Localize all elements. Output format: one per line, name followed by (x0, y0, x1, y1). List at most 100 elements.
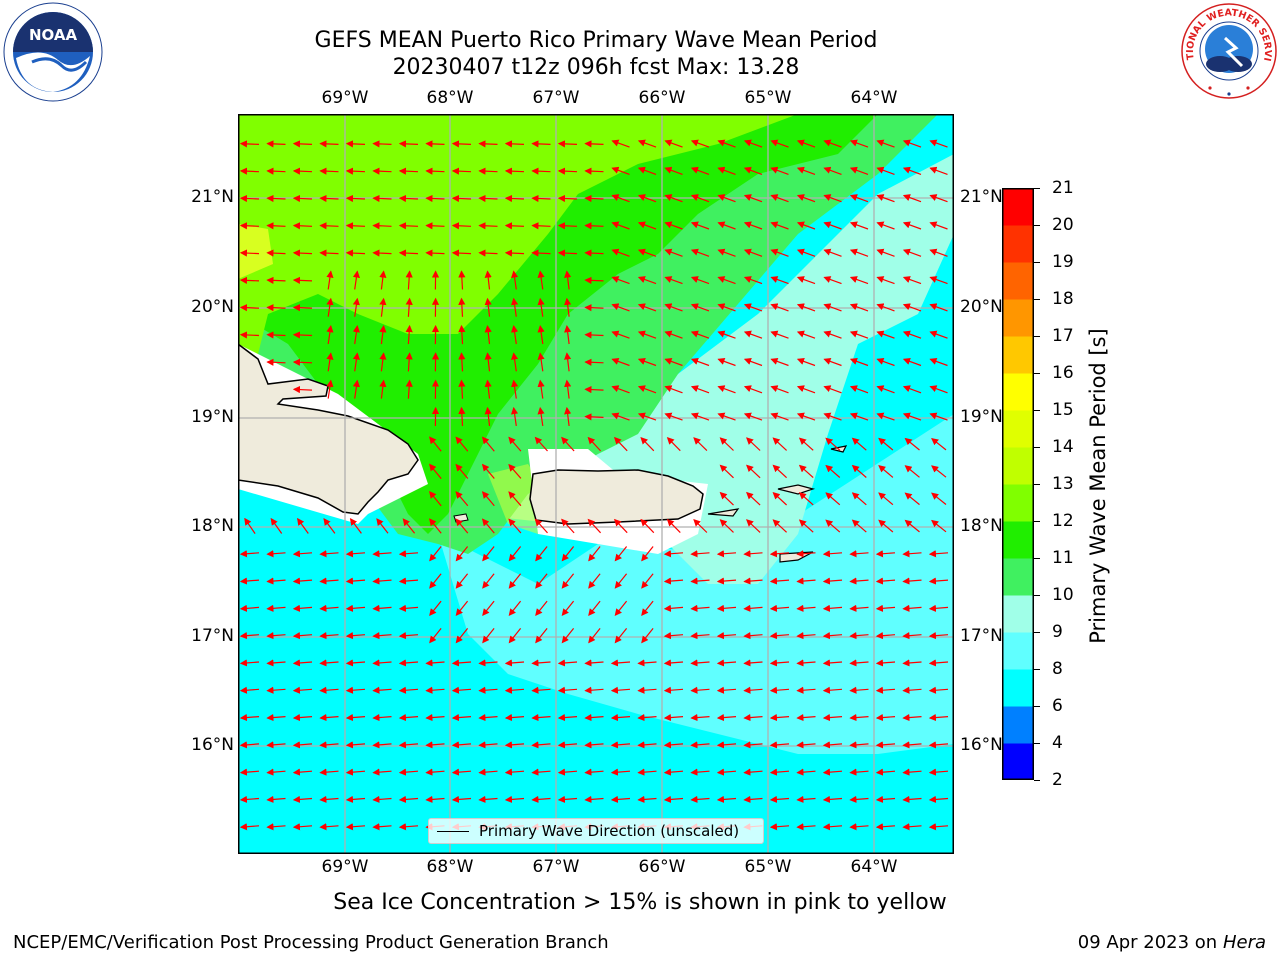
wave-direction-arrow (823, 357, 842, 367)
wave-direction-arrow (584, 795, 604, 804)
colorbar-band (1002, 595, 1034, 633)
wave-direction-arrow (398, 140, 419, 148)
colorbar-tick-label: 10 (1052, 585, 1074, 605)
wave-direction-arrow (398, 823, 419, 831)
wave-direction-arrow (637, 412, 657, 421)
wave-direction-arrow (902, 276, 922, 285)
wave-direction-arrow (239, 276, 260, 284)
legend-label: Primary Wave Direction (unscaled) (479, 822, 740, 840)
lat-label-right: 18°N (960, 516, 1003, 536)
wave-direction-arrow (292, 249, 313, 257)
wave-direction-arrow (851, 464, 867, 478)
wave-direction-arrow (425, 795, 445, 804)
wave-direction-arrow (425, 249, 445, 257)
wave-direction-arrow (664, 330, 683, 339)
wave-direction-arrow (641, 600, 654, 617)
wave-direction-arrow (564, 352, 572, 372)
wave-direction-arrow (690, 550, 710, 558)
wave-direction-arrow (319, 249, 339, 257)
wave-direction-arrow (690, 248, 710, 257)
wave-direction-arrow (637, 276, 657, 285)
wave-direction-arrow (504, 713, 525, 722)
legend-line-swatch (437, 830, 469, 832)
wave-direction-arrow (666, 518, 681, 534)
wave-direction-arrow (611, 276, 630, 285)
wave-direction-arrow (769, 713, 790, 722)
wave-direction-arrow (641, 546, 654, 562)
wave-direction-arrow (770, 385, 789, 394)
wave-direction-arrow (425, 686, 445, 694)
wave-direction-arrow (823, 412, 842, 421)
wave-direction-arrow (875, 550, 896, 558)
wave-direction-arrow (929, 248, 948, 257)
wave-direction-arrow (372, 577, 392, 585)
wave-direction-arrow (588, 628, 601, 644)
wave-direction-arrow (663, 795, 684, 804)
wave-direction-arrow (482, 573, 495, 589)
wave-direction-arrow (564, 297, 572, 317)
wave-direction-arrow (429, 600, 442, 617)
wave-direction-arrow (372, 140, 392, 148)
wave-direction-arrow (266, 194, 286, 203)
wave-direction-arrow (561, 436, 575, 452)
wave-direction-arrow (564, 406, 572, 426)
wave-direction-arrow (613, 436, 628, 452)
wave-direction-arrow (588, 546, 601, 562)
wave-direction-arrow (451, 741, 472, 749)
wave-direction-arrow (611, 412, 630, 421)
wave-direction-arrows (239, 139, 949, 831)
wave-direction-arrow (637, 385, 657, 394)
wave-direction-arrow (610, 795, 631, 804)
wave-direction-arrow (929, 139, 948, 148)
map-title-line1: GEFS MEAN Puerto Rico Primary Wave Mean … (314, 28, 878, 53)
wave-direction-arrow (614, 600, 628, 617)
wave-direction-arrow (743, 276, 763, 285)
wave-direction-arrow (876, 194, 895, 203)
wave-direction-arrow (557, 741, 578, 749)
wave-direction-arrow (323, 518, 336, 534)
wave-direction-arrow (849, 604, 869, 612)
wave-direction-arrow (508, 628, 522, 644)
wave-direction-arrow (319, 632, 339, 640)
wave-direction-arrow (326, 297, 334, 317)
wave-direction-arrow (637, 795, 657, 804)
wave-direction-arrow (345, 741, 366, 749)
wave-direction-arrow (929, 276, 948, 285)
wave-direction-arrow (508, 463, 522, 479)
wave-direction-arrow (478, 249, 498, 257)
wave-direction-arrow (458, 379, 466, 399)
wave-direction-arrow (904, 519, 920, 533)
wave-direction-arrow (849, 632, 869, 640)
wave-direction-arrow (637, 713, 657, 722)
wave-direction-arrow (851, 492, 867, 506)
wave-direction-arrow (717, 248, 736, 257)
wave-direction-arrow (398, 686, 419, 694)
wave-direction-arrow (717, 221, 736, 230)
wave-direction-arrow (455, 573, 469, 589)
wave-direction-arrow (796, 357, 816, 367)
wave-direction-arrow (798, 464, 814, 479)
wave-direction-arrow (352, 325, 360, 345)
wave-direction-arrow (564, 270, 572, 290)
wave-direction-arrow (798, 437, 814, 451)
wave-direction-arrow (239, 604, 260, 612)
wave-direction-arrow (478, 659, 498, 667)
wave-direction-arrow (743, 713, 763, 722)
wave-direction-arrow (770, 248, 789, 257)
wave-direction-arrow (266, 768, 286, 776)
wave-direction-arrow (511, 379, 519, 399)
wave-direction-arrow (822, 823, 843, 831)
wave-direction-arrow (398, 741, 419, 749)
wave-direction-arrow (931, 492, 947, 505)
wave-direction-arrow (663, 741, 684, 749)
wave-direction-arrow (584, 194, 604, 203)
lon-label-bottom: 66°W (638, 857, 686, 877)
wave-direction-arrow (610, 686, 631, 694)
wave-direction-arrow (822, 686, 843, 694)
wave-direction-arrow (663, 686, 684, 694)
wave-direction-arrow (534, 436, 548, 452)
wave-direction-arrow (743, 412, 763, 421)
wave-direction-arrow (451, 140, 472, 148)
wave-direction-arrow (405, 352, 413, 372)
wave-direction-arrow (796, 166, 816, 175)
